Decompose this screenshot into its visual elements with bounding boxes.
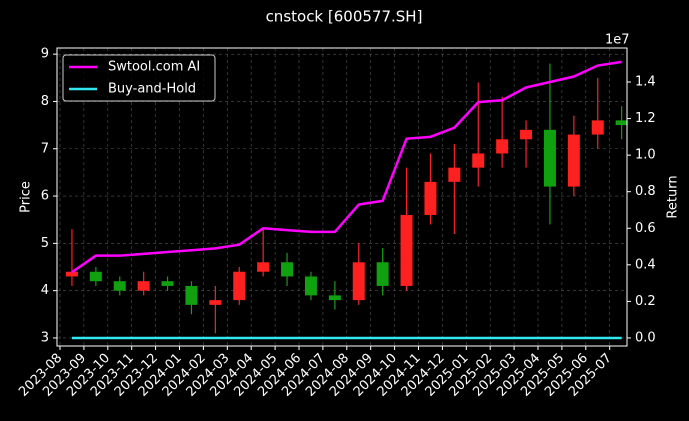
candle-body	[304, 276, 317, 296]
candle-body	[424, 181, 437, 215]
candle-body	[328, 295, 341, 301]
candle-body	[257, 262, 270, 272]
candle-body	[400, 214, 413, 286]
candle-body	[567, 134, 580, 187]
y-tick-label: 9	[41, 47, 49, 62]
y-tick-label: 7	[41, 141, 49, 156]
candle-body	[233, 271, 246, 301]
chart-title: cnstock [600577.SH]	[266, 8, 423, 26]
candle-body	[89, 271, 102, 282]
candle-body	[161, 281, 174, 286]
return-line	[71, 60, 622, 274]
y-tick-label: 5	[41, 236, 49, 251]
candle-body	[591, 120, 604, 135]
plot-frame	[56, 47, 628, 347]
legend: Swtool.com AI Buy-and-Hold	[62, 54, 216, 102]
y2-tick-label: 0.4	[635, 257, 656, 272]
y2-tick-label: 1.4	[635, 75, 656, 90]
y2-tick-label: 0.6	[635, 221, 656, 236]
candle-body	[448, 167, 461, 182]
candle-body	[352, 262, 365, 301]
legend-label: Buy-and-Hold	[108, 82, 196, 97]
legend-label: Swtool.com AI	[108, 60, 200, 75]
y2-tick-label: 0.8	[635, 184, 656, 199]
legend-box	[62, 54, 216, 102]
candle-body	[209, 300, 222, 305]
y2-tick-label: 1.2	[635, 111, 656, 126]
candle-body	[65, 271, 78, 277]
y2-tick-label: 1.0	[635, 148, 656, 163]
y-tick-label: 3	[41, 330, 49, 345]
y2-axis-label: Return	[666, 175, 681, 218]
candle-body	[376, 262, 389, 286]
y2-tick-label: 0.2	[635, 294, 656, 309]
candle-body	[496, 139, 509, 154]
candle-body	[520, 129, 533, 140]
candle-body	[472, 153, 485, 168]
candle-body	[543, 129, 556, 187]
y2-tick-label: 0.0	[635, 330, 656, 345]
candle-body	[281, 262, 294, 277]
candle-body	[137, 281, 150, 291]
candle-body	[615, 120, 628, 126]
y-tick-label: 6	[41, 189, 49, 204]
candle-body	[185, 285, 198, 305]
y2-offset-label: 1e7	[605, 33, 630, 48]
y-tick-label: 4	[41, 283, 49, 298]
y-tick-label: 8	[41, 94, 49, 109]
y-axis-label: Price	[19, 181, 34, 213]
candle-body	[113, 281, 126, 291]
